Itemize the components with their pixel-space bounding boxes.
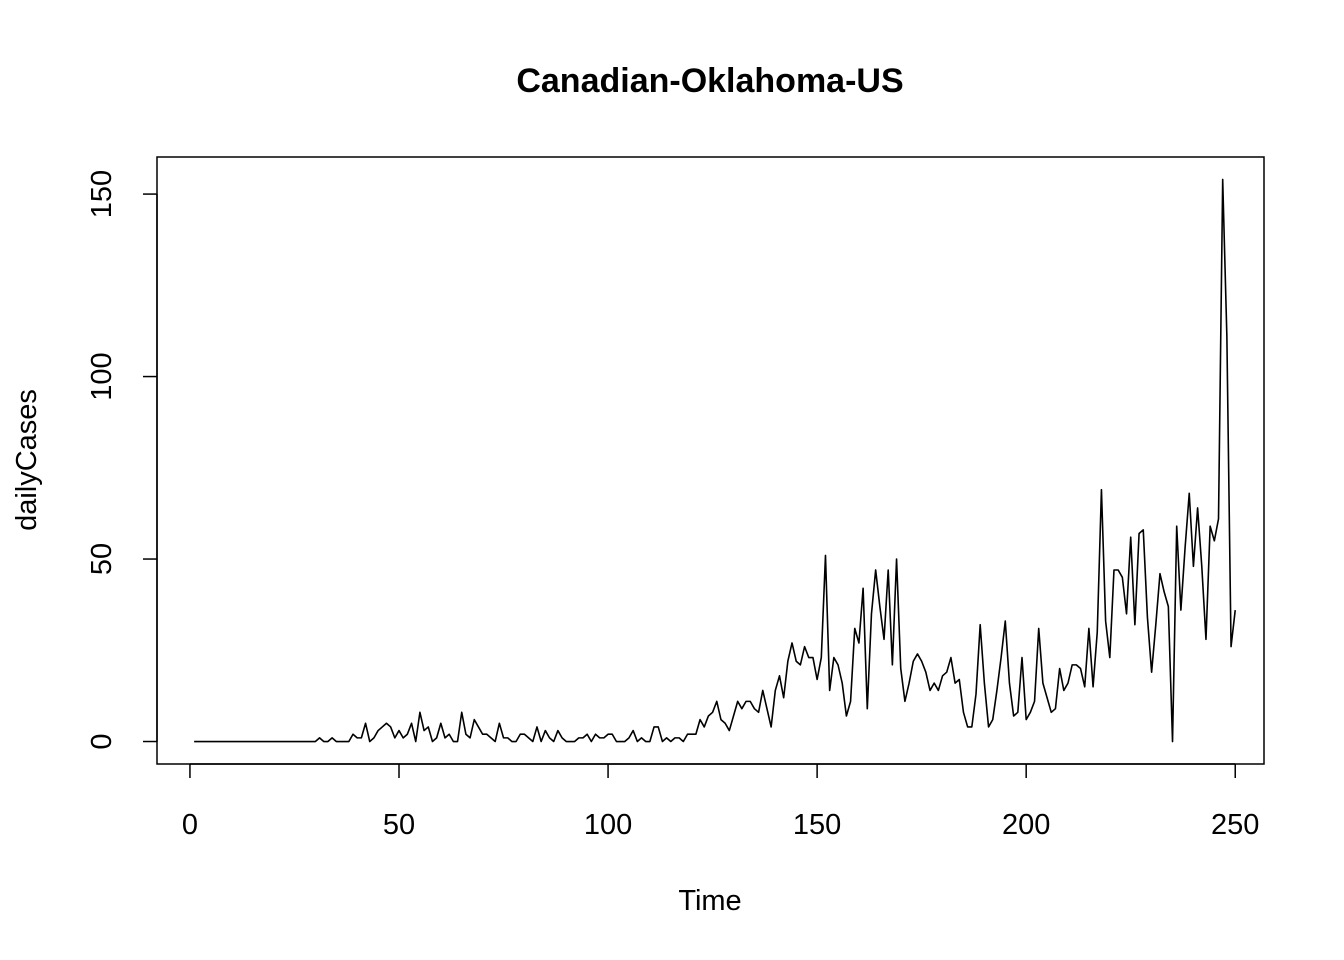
x-tick-label: 100 (584, 809, 632, 841)
y-axis-label: dailyCases (11, 389, 43, 531)
x-axis: 0 50 100 150 200 250 (182, 763, 1259, 841)
chart-title: Canadian-Oklahoma-US (516, 62, 903, 100)
plot-frame (156, 156, 1265, 765)
series-line-dailycases (194, 178, 1237, 743)
x-tick-label: 250 (1211, 809, 1259, 841)
x-tick-label: 0 (182, 809, 198, 841)
x-tick-label: 50 (383, 809, 415, 841)
x-tick-label: 200 (1002, 809, 1050, 841)
y-tick-label: 150 (86, 170, 118, 218)
x-axis-label: Time (678, 885, 741, 917)
x-tick-label: 150 (793, 809, 841, 841)
y-tick-label: 100 (86, 352, 118, 400)
y-tick-label: 0 (86, 733, 118, 749)
y-axis: 0 50 100 150 (86, 170, 158, 750)
y-tick-label: 50 (86, 543, 118, 575)
